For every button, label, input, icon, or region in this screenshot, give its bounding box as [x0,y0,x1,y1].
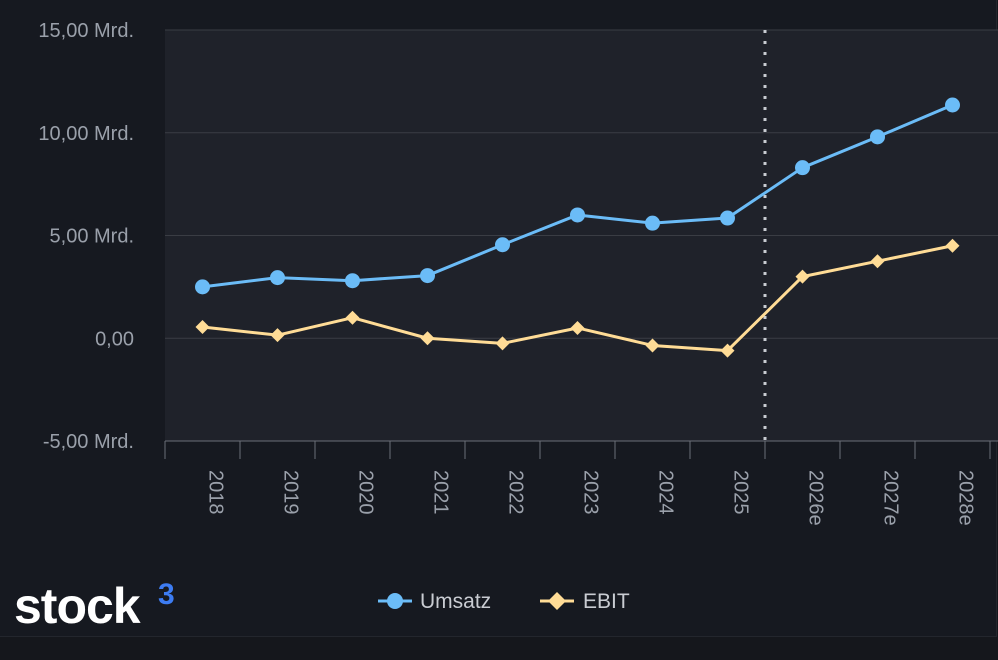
y-tick-label: 15,00 Mrd. [38,20,134,42]
x-tick-label: 2021 [430,470,452,515]
brand-wordmark: stock [14,578,141,634]
data-point-ebit[interactable] [345,310,360,325]
x-tick-label: 2023 [580,470,602,515]
data-point-umsatz[interactable] [870,129,885,145]
data-point-ebit[interactable] [270,328,285,343]
data-point-umsatz[interactable] [720,210,735,226]
data-point-umsatz[interactable] [570,207,585,223]
data-point-umsatz[interactable] [645,215,660,231]
x-tick-label: 2020 [355,470,377,515]
legend-marker-umsatz [387,593,403,609]
legend-item-ebit[interactable]: EBIT [540,590,630,613]
data-point-ebit[interactable] [645,338,660,353]
x-tick-label: 2028e [955,470,977,526]
data-point-umsatz[interactable] [195,279,210,295]
legend[interactable]: Umsatz EBIT [378,590,630,613]
series-markers [195,97,960,358]
data-point-umsatz[interactable] [495,237,510,253]
data-point-ebit[interactable] [195,319,210,334]
legend-label-ebit: EBIT [583,590,630,613]
legend-item-umsatz[interactable]: Umsatz [378,590,491,613]
legend-marker-ebit [548,592,566,610]
data-point-umsatz[interactable] [345,273,360,289]
brand-logo: stock 3 [14,578,175,634]
data-point-ebit[interactable] [945,238,960,253]
data-point-umsatz[interactable] [945,97,960,113]
x-tick-label: 2018 [205,470,227,515]
data-point-umsatz[interactable] [795,160,810,176]
x-tick-label: 2027e [880,470,902,526]
x-tick-label: 2022 [505,470,527,515]
data-point-ebit[interactable] [420,331,435,346]
y-axis-tick-labels: 15,00 Mrd. 10,00 Mrd. 5,00 Mrd. 0,00 -5,00 M… [38,20,134,453]
x-tick-label: 2025 [730,470,752,515]
x-axis: 2018 2019 2020 2021 2022 2023 2024 2025 2026e 202… [164,440,998,526]
chart-panel: 15,00 Mrd. 10,00 Mrd. 5,00 Mrd. 0,00 -5,00 M… [0,0,998,637]
legend-label-umsatz: Umsatz [420,590,491,613]
data-point-umsatz[interactable] [420,268,435,284]
data-point-ebit[interactable] [720,343,735,358]
x-tick-label: 2026e [805,470,827,526]
data-point-umsatz[interactable] [270,270,285,286]
y-tick-label: 10,00 Mrd. [38,123,134,145]
brand-superscript: 3 [158,578,175,611]
data-point-ebit[interactable] [870,254,885,269]
y-tick-label: 5,00 Mrd. [50,226,134,248]
y-tick-label: 0,00 [95,328,134,350]
data-point-ebit[interactable] [795,269,810,284]
x-tick-label: 2019 [280,470,302,515]
y-tick-label: -5,00 Mrd. [43,431,134,453]
data-point-ebit[interactable] [495,336,510,351]
data-point-ebit[interactable] [570,320,585,335]
x-tick-label: 2024 [655,470,677,515]
gridlines [165,29,998,442]
